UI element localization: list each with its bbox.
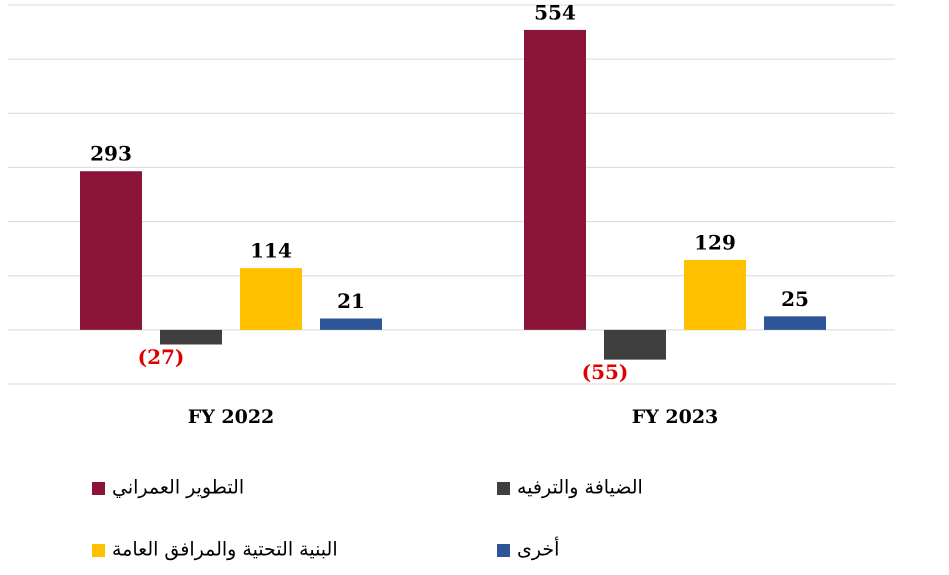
x-tick-label: FY 2023 [632, 406, 719, 428]
bar [764, 316, 826, 330]
data-label: 25 [781, 287, 809, 311]
legend-label: الضيافة والترفيه [517, 477, 643, 499]
legend-label: البنية التحتية والمرافق العامة [112, 539, 338, 561]
x-tick-label: FY 2022 [188, 406, 275, 428]
data-label: 554 [534, 0, 576, 24]
bar [160, 329, 222, 345]
bar [524, 29, 586, 330]
data-label: (27) [138, 345, 185, 369]
data-label: (55) [582, 360, 629, 384]
data-label: 293 [90, 142, 132, 166]
bar [604, 329, 666, 360]
bar [80, 171, 142, 330]
legend-swatch [497, 544, 510, 557]
data-label: 21 [337, 289, 365, 313]
legend-label: أخرى [517, 537, 559, 561]
data-label: 129 [694, 231, 736, 255]
legend-swatch [92, 544, 105, 557]
legend-swatch [92, 482, 105, 495]
legend-swatch [497, 482, 510, 495]
bar [320, 318, 382, 330]
data-label: 114 [250, 239, 292, 263]
bar [684, 260, 746, 330]
legend-label: التطوير العمراني [112, 477, 244, 499]
bar [240, 268, 302, 330]
